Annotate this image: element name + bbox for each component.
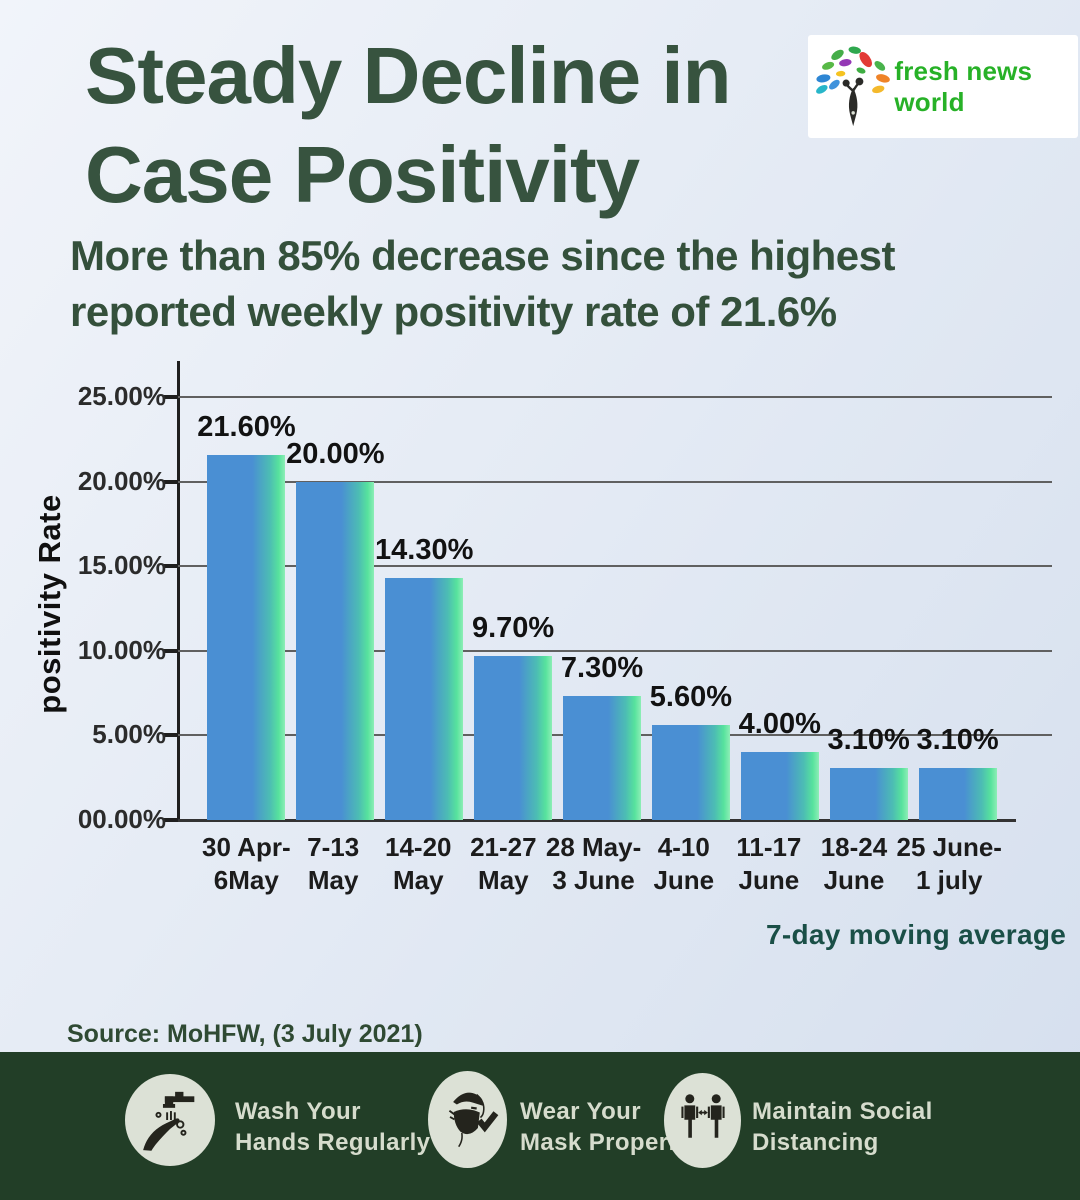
bar <box>918 768 997 820</box>
y-tick-label: 5.00% <box>92 719 166 749</box>
face-mask-icon <box>448 1092 498 1147</box>
bar-chart: 21.60% 20.00% 14.30% 9.70% 7.30% 5.60% 4.00% 3.… <box>197 397 1002 820</box>
x-axis-label: 21-27 May <box>470 832 537 895</box>
bar <box>296 482 375 820</box>
face-mask-label: Wear Your Mask Properly <box>520 1098 690 1156</box>
gridline <box>178 481 1052 483</box>
y-axis-line <box>177 361 180 822</box>
y-tick-mark <box>164 480 178 484</box>
x-axis-label: 30 Apr- 6May <box>202 832 291 895</box>
source-caption: Source: MoHFW, (3 July 2021) <box>67 1020 423 1048</box>
x-axis-label: 25 June- 1 july <box>896 832 1002 895</box>
bar-value-label: 4.00% <box>738 708 821 740</box>
bar-slot: 14.30% <box>375 397 473 820</box>
y-tick-label: 10.00% <box>77 635 166 665</box>
y-tick-label: 00.00% <box>77 804 166 834</box>
brand-logo: fresh news world <box>808 35 1078 138</box>
bar <box>651 725 730 820</box>
page-subtitle: More than 85% decrease since the highest… <box>70 228 895 340</box>
gridline <box>178 565 1052 567</box>
bar <box>207 455 286 820</box>
title-line-1: Steady Decline in <box>85 31 731 120</box>
gridline <box>178 396 1052 398</box>
y-axis-title: positivity Rate <box>32 494 67 714</box>
y-tick-mark <box>164 649 178 653</box>
y-tick-mark <box>164 733 178 737</box>
bar <box>829 768 908 820</box>
bar-value-label: 3.10% <box>916 724 999 756</box>
bar-value-label: 7.30% <box>560 652 644 684</box>
bar-value-label: 14.30% <box>375 534 474 566</box>
y-tick-mark <box>164 818 178 822</box>
wash-hands-icon <box>143 1091 195 1151</box>
bar-value-label: 21.60% <box>197 411 296 443</box>
social-distancing-icon <box>680 1093 725 1138</box>
x-axis-labels: 30 Apr- 6May 7-13 May 14-20 May 21-27 May 28 May… <box>202 831 1002 897</box>
social-distancing-badge <box>664 1073 741 1168</box>
wash-hands-badge <box>125 1074 215 1166</box>
x-axis-label: 14-20 May <box>384 832 452 895</box>
bar-slot: 3.10% <box>824 397 913 820</box>
y-tick-label: 20.00% <box>77 466 166 496</box>
bar-slot: 4.00% <box>735 397 824 820</box>
bar-value-label: 5.60% <box>649 681 733 713</box>
title-line-2: Case Positivity <box>85 130 640 219</box>
x-axis-label: 4-10 June <box>653 832 715 895</box>
page-title: Steady Decline in Case Positivity <box>85 26 731 224</box>
footer-banner: Wash Your Hands Regularly Wear Your Mask… <box>0 1052 1080 1200</box>
face-mask-badge <box>428 1071 507 1168</box>
y-tick-label: 25.00% <box>77 381 166 411</box>
y-tick-mark <box>164 564 178 568</box>
x-axis-label: 28 May- 3 June <box>545 832 642 895</box>
chart-note: 7-day moving average <box>766 919 1067 950</box>
tree-pen-logo-icon <box>816 46 890 126</box>
bar-slot: 5.60% <box>646 397 735 820</box>
bar-slot: 9.70% <box>469 397 558 820</box>
gridline <box>178 650 1052 652</box>
bar-value-label: 3.10% <box>827 724 910 756</box>
social-distancing-label: Maintain Social Distancing <box>752 1098 933 1156</box>
x-axis-baseline <box>176 819 1016 822</box>
bar <box>740 752 819 820</box>
bar-slot: 7.30% <box>558 397 647 820</box>
y-tick-mark <box>164 395 178 399</box>
subtitle-line-1: More than 85% decrease since the highest <box>70 232 895 279</box>
brand-name: fresh news world <box>894 55 1033 117</box>
subtitle-line-2: reported weekly positivity rate of 21.6% <box>70 288 837 335</box>
x-axis-label: 11-17 June <box>736 832 802 895</box>
bar-slot: 21.60% <box>197 397 296 820</box>
bar <box>563 696 641 820</box>
bar-slot: 3.10% <box>913 397 1002 820</box>
wash-hands-label: Wash Your Hands Regularly <box>235 1098 431 1156</box>
bar-slot: 20.00% <box>286 397 385 820</box>
x-axis-label: 7-13 May <box>307 832 360 895</box>
bar-value-label: 9.70% <box>471 612 555 644</box>
y-tick-label: 15.00% <box>77 550 166 580</box>
x-axis-label: 18-24 June <box>820 832 888 895</box>
bar-value-label: 20.00% <box>286 438 385 470</box>
bar <box>385 578 464 820</box>
bar <box>474 656 553 820</box>
